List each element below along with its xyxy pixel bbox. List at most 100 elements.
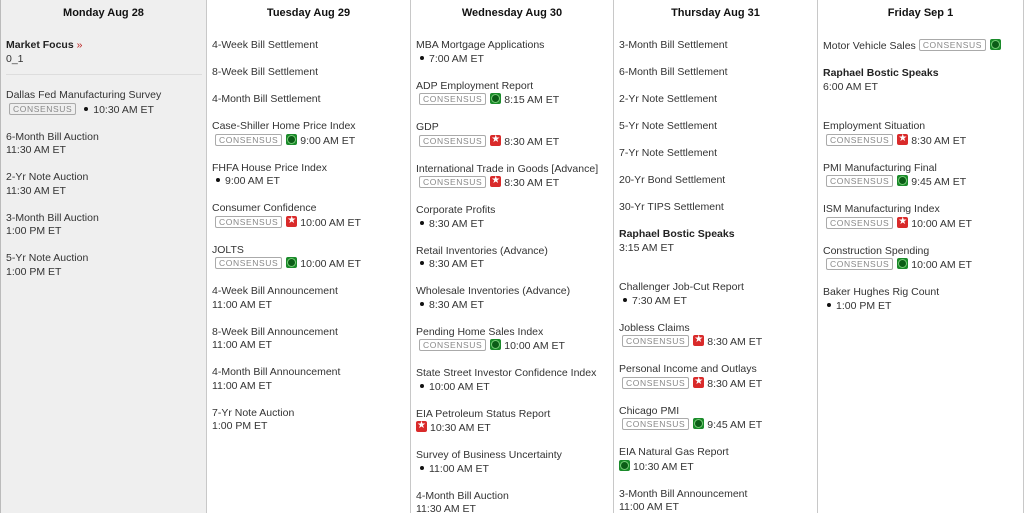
- event-title[interactable]: Raphael Bostic Speaks: [823, 67, 939, 79]
- event-item[interactable]: Dallas Fed Manufacturing Survey CONSENSUS…: [6, 89, 206, 117]
- event-item[interactable]: JOLTS CONSENSUS 10:00 AM ET: [212, 244, 410, 272]
- consensus-badge[interactable]: CONSENSUS: [826, 216, 894, 229]
- event-title[interactable]: Dallas Fed Manufacturing Survey: [6, 89, 162, 101]
- event-item[interactable]: 3-Month Bill Settlement: [619, 39, 817, 53]
- event-item[interactable]: 30-Yr TIPS Settlement: [619, 201, 817, 215]
- event-title[interactable]: 20-Yr Bond Settlement: [619, 174, 726, 186]
- event-item[interactable]: Raphael Bostic Speaks 6:00 AM ET: [823, 67, 1023, 94]
- event-title[interactable]: 4-Month Bill Auction: [416, 489, 509, 502]
- event-title[interactable]: 7-Yr Note Settlement: [619, 147, 718, 159]
- event-title[interactable]: Jobless Claims: [619, 321, 690, 334]
- event-title[interactable]: Baker Hughes Rig Count: [823, 286, 940, 298]
- event-item[interactable]: Corporate Profits 8:30 AM ET: [416, 204, 613, 231]
- event-title[interactable]: Raphael Bostic Speaks: [619, 228, 735, 240]
- event-item[interactable]: 8-Week Bill Announcement 11:00 AM ET: [212, 326, 410, 353]
- event-title[interactable]: 5-Yr Note Settlement: [619, 120, 718, 132]
- consensus-badge[interactable]: CONSENSUS: [419, 339, 487, 351]
- event-title[interactable]: ADP Employment Report: [416, 79, 534, 92]
- event-title[interactable]: Chicago PMI: [619, 404, 680, 417]
- consensus-badge[interactable]: CONSENSUS: [215, 257, 283, 269]
- event-item[interactable]: 7-Yr Note Settlement: [619, 147, 817, 161]
- event-title[interactable]: Construction Spending: [823, 244, 930, 257]
- event-item[interactable]: 2-Yr Note Settlement: [619, 93, 817, 107]
- event-item[interactable]: Survey of Business Uncertainty 11:00 AM E…: [416, 449, 613, 476]
- consensus-badge[interactable]: CONSENSUS: [622, 418, 690, 430]
- consensus-badge[interactable]: CONSENSUS: [215, 133, 283, 146]
- event-item[interactable]: International Trade in Goods [Advance] CO…: [416, 163, 613, 191]
- event-title[interactable]: FHFA House Price Index: [212, 161, 327, 174]
- event-item[interactable]: 7-Yr Note Auction 1:00 PM ET: [212, 407, 410, 434]
- event-title[interactable]: Market Focus: [6, 39, 74, 51]
- event-item[interactable]: 3-Month Bill Auction 1:00 PM ET: [6, 212, 206, 239]
- event-title[interactable]: Challenger Job-Cut Report: [619, 281, 744, 293]
- consensus-badge[interactable]: CONSENSUS: [826, 133, 894, 146]
- event-item[interactable]: State Street Investor Confidence Index 10…: [416, 367, 613, 394]
- event-item[interactable]: 4-Month Bill Settlement: [212, 93, 410, 107]
- event-title[interactable]: 4-Month Bill Settlement: [212, 93, 321, 105]
- event-item[interactable]: 5-Yr Note Auction 1:00 PM ET: [6, 252, 206, 279]
- event-title[interactable]: JOLTS: [212, 243, 244, 256]
- event-item[interactable]: Pending Home Sales Index CONSENSUS 10:00 A…: [416, 326, 613, 354]
- event-title[interactable]: Employment Situation: [823, 120, 926, 132]
- event-title[interactable]: Consumer Confidence: [212, 202, 317, 214]
- event-title[interactable]: 4-Week Bill Announcement: [212, 285, 338, 297]
- event-title[interactable]: 8-Week Bill Settlement: [212, 66, 319, 78]
- consensus-badge[interactable]: CONSENSUS: [215, 215, 283, 228]
- event-title[interactable]: 3-Month Bill Auction: [6, 211, 99, 224]
- event-title[interactable]: Survey of Business Uncertainty: [416, 449, 562, 461]
- event-title[interactable]: 3-Month Bill Settlement: [619, 39, 728, 51]
- event-item[interactable]: Baker Hughes Rig Count 1:00 PM ET: [823, 286, 1023, 313]
- event-title[interactable]: GDP: [416, 121, 439, 133]
- event-item[interactable]: Construction Spending CONSENSUS 10:00 AM E…: [823, 245, 1023, 273]
- event-item[interactable]: 4-Week Bill Settlement: [212, 39, 410, 53]
- event-item[interactable]: PMI Manufacturing Final CONSENSUS 9:45 AM …: [823, 162, 1023, 190]
- event-title[interactable]: International Trade in Goods [Advance]: [416, 162, 599, 175]
- consensus-badge[interactable]: CONSENSUS: [419, 134, 487, 147]
- event-item[interactable]: 2-Yr Note Auction 11:30 AM ET: [6, 171, 206, 198]
- market-focus-link[interactable]: »: [76, 39, 83, 51]
- event-item[interactable]: 6-Month Bill Auction 11:30 AM ET: [6, 131, 206, 158]
- event-title[interactable]: Wholesale Inventories (Advance): [416, 285, 571, 297]
- event-item[interactable]: Wholesale Inventories (Advance) 8:30 AM E…: [416, 285, 613, 312]
- consensus-badge[interactable]: CONSENSUS: [9, 102, 77, 115]
- event-item[interactable]: Challenger Job-Cut Report 7:30 AM ET: [619, 281, 817, 308]
- event-title[interactable]: 8-Week Bill Announcement: [212, 325, 338, 338]
- event-item[interactable]: EIA Natural Gas Report 10:30 AM ET: [619, 446, 817, 474]
- event-item[interactable]: Motor Vehicle Sales CONSENSUS: [823, 39, 1023, 54]
- event-item[interactable]: 6-Month Bill Settlement: [619, 66, 817, 80]
- event-item[interactable]: EIA Petroleum Status Report 10:30 AM ET: [416, 408, 613, 436]
- event-item[interactable]: Retail Inventories (Advance) 8:30 AM ET: [416, 245, 613, 272]
- event-title[interactable]: 4-Week Bill Settlement: [212, 39, 319, 51]
- event-item[interactable]: FHFA House Price Index 9:00 AM ET: [212, 162, 410, 189]
- event-title[interactable]: 2-Yr Note Settlement: [619, 93, 718, 105]
- event-title[interactable]: EIA Petroleum Status Report: [416, 407, 551, 420]
- event-title[interactable]: Corporate Profits: [416, 204, 496, 216]
- event-title[interactable]: Case-Shiller Home Price Index: [212, 120, 356, 132]
- consensus-badge[interactable]: CONSENSUS: [826, 258, 894, 270]
- event-item[interactable]: Case-Shiller Home Price Index CONSENSUS 9:…: [212, 120, 410, 148]
- event-item[interactable]: Raphael Bostic Speaks 3:15 AM ET: [619, 228, 817, 255]
- event-title[interactable]: 7-Yr Note Auction: [212, 406, 295, 419]
- event-title[interactable]: Retail Inventories (Advance): [416, 244, 548, 257]
- event-title[interactable]: EIA Natural Gas Report: [619, 446, 729, 458]
- event-title[interactable]: State Street Investor Confidence Index: [416, 367, 597, 379]
- event-title[interactable]: 2-Yr Note Auction: [6, 171, 89, 183]
- event-item[interactable]: 3-Month Bill Announcement 11:00 AM ET: [619, 488, 817, 513]
- event-item[interactable]: Chicago PMI CONSENSUS 9:45 AM ET: [619, 405, 817, 433]
- event-item[interactable]: 20-Yr Bond Settlement: [619, 174, 817, 188]
- event-item[interactable]: 8-Week Bill Settlement: [212, 66, 410, 80]
- event-item[interactable]: Market Focus » 0_1: [6, 39, 202, 75]
- consensus-badge[interactable]: CONSENSUS: [918, 39, 987, 51]
- event-title[interactable]: 3-Month Bill Announcement: [619, 487, 748, 500]
- event-title[interactable]: 6-Month Bill Auction: [6, 130, 99, 143]
- event-item[interactable]: 4-Month Bill Auction 11:30 AM ET: [416, 490, 613, 513]
- event-title[interactable]: PMI Manufacturing Final: [823, 161, 937, 174]
- consensus-badge[interactable]: CONSENSUS: [419, 176, 487, 188]
- consensus-badge[interactable]: CONSENSUS: [419, 93, 487, 105]
- event-title[interactable]: Pending Home Sales Index: [416, 325, 544, 338]
